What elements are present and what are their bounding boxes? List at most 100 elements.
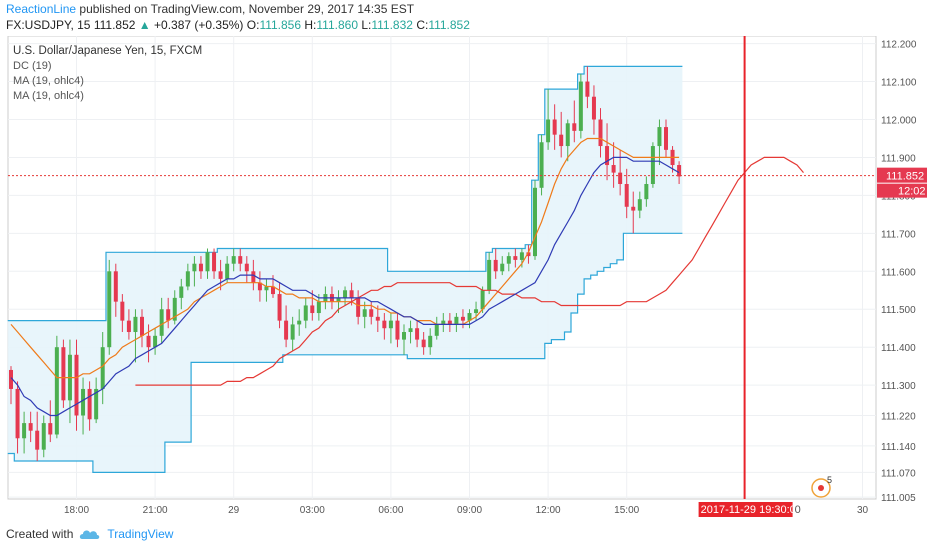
- candle-body: [533, 187, 537, 257]
- candle-body: [140, 316, 144, 336]
- candle: [428, 328, 433, 355]
- close-value: 111.852: [428, 18, 470, 32]
- candle-body: [61, 347, 66, 401]
- candle-body: [644, 184, 649, 200]
- candle-body: [54, 347, 59, 435]
- candle-body: [598, 119, 603, 147]
- change-value: +0.387 (+0.35%): [154, 18, 244, 32]
- candle: [35, 411, 40, 462]
- candle-body: [310, 305, 315, 314]
- x-tick-label: 09:00: [457, 505, 482, 516]
- up-arrow-icon: ▲: [138, 18, 151, 32]
- candle-body: [277, 294, 282, 321]
- candle: [120, 294, 125, 333]
- candle: [205, 248, 210, 279]
- candle-body: [382, 320, 387, 329]
- candle-body: [421, 339, 426, 348]
- candle: [650, 142, 655, 188]
- candle: [185, 263, 190, 291]
- time-axis[interactable]: 18:00 21:00 29 03:00 06:00 09:00 12:00 15:00 30: [64, 505, 869, 516]
- candle-body: [205, 252, 210, 272]
- ma-blue-line: [10, 156, 680, 417]
- candle-body: [428, 335, 433, 348]
- candle: [192, 256, 197, 287]
- close-label: C:: [416, 18, 429, 32]
- candle: [572, 100, 577, 143]
- candle: [598, 108, 603, 158]
- legend-item-dc[interactable]: DC (19): [13, 60, 52, 72]
- candle: [585, 66, 590, 109]
- candle: [94, 377, 99, 424]
- candle-body: [113, 271, 118, 302]
- candle-body: [369, 309, 374, 317]
- candle: [290, 316, 295, 351]
- candle: [539, 134, 544, 196]
- candle: [506, 252, 511, 272]
- candle: [218, 259, 223, 291]
- candle-body: [434, 324, 439, 336]
- candle: [526, 244, 531, 264]
- candle-body: [251, 271, 256, 283]
- legend-item-ma-2[interactable]: MA (19, ohlc4): [13, 90, 84, 102]
- cursor-time-tag-tail: 0: [795, 504, 801, 516]
- candle-body: [349, 290, 354, 298]
- y-tick-label: 111.900: [881, 153, 916, 164]
- candle: [22, 411, 27, 454]
- open-value: 111.856: [259, 18, 302, 32]
- candle-body: [179, 286, 184, 298]
- candle-body: [231, 256, 236, 264]
- candle-body: [120, 301, 125, 321]
- candle: [310, 290, 315, 321]
- candle-body: [447, 320, 452, 325]
- candle-body: [611, 165, 616, 173]
- legend-item-ma-1[interactable]: MA (19, ohlc4): [13, 75, 84, 87]
- candle: [41, 415, 46, 458]
- candle-body: [572, 123, 577, 131]
- candle: [212, 248, 217, 279]
- y-tick-label: 111.500: [881, 305, 916, 316]
- candle-body: [41, 423, 46, 450]
- candle: [284, 305, 289, 348]
- candle-body: [28, 423, 33, 431]
- y-tick-label: 111.220: [881, 412, 916, 423]
- candle: [100, 332, 105, 405]
- candle-body: [343, 290, 348, 298]
- candle-body: [474, 309, 479, 314]
- candle-body: [650, 146, 655, 185]
- events-badge-count: 5: [827, 475, 832, 485]
- candle: [637, 191, 642, 219]
- cursor-time-tag: 2017-11-29 19:30:00 0: [698, 502, 802, 517]
- candle: [244, 256, 249, 283]
- candle-body: [22, 423, 27, 439]
- candle-body: [624, 184, 629, 207]
- tradingview-link[interactable]: TradingView: [107, 527, 174, 541]
- price-chart[interactable]: 112.200112.100112.000111.900111.800111.7…: [0, 35, 932, 518]
- candle: [415, 320, 420, 348]
- y-tick-label: 111.300: [881, 381, 916, 392]
- donchian-upper-line: [7, 65, 683, 322]
- candle-body: [578, 81, 583, 131]
- candle-body: [172, 297, 177, 321]
- candle: [140, 309, 144, 348]
- candle: [631, 191, 636, 234]
- candle-body: [81, 388, 86, 416]
- author-link[interactable]: ReactionLine: [6, 2, 77, 16]
- candle-body: [133, 316, 138, 333]
- candle-body: [657, 127, 662, 147]
- candle-body: [539, 142, 544, 188]
- candle-body: [264, 286, 269, 291]
- candle: [487, 252, 492, 295]
- events-badge[interactable]: 5: [811, 475, 832, 498]
- events-badge-dot: [818, 485, 824, 491]
- legend-title: U.S. Dollar/Japanese Yen, 15, FXCM: [13, 45, 203, 57]
- candle: [28, 411, 33, 443]
- candle: [454, 313, 459, 333]
- candle-body: [48, 423, 53, 435]
- chart-area[interactable]: 112.200112.100112.000111.900111.800111.7…: [0, 35, 932, 518]
- symbol-label: FX:USDJPY, 15: [6, 18, 91, 32]
- price-axis[interactable]: 112.200112.100112.000111.900111.800111.7…: [881, 40, 917, 505]
- candle-body: [460, 316, 465, 321]
- candle-body: [546, 119, 551, 143]
- candle-body: [15, 388, 20, 439]
- x-tick-label: 30: [857, 505, 869, 516]
